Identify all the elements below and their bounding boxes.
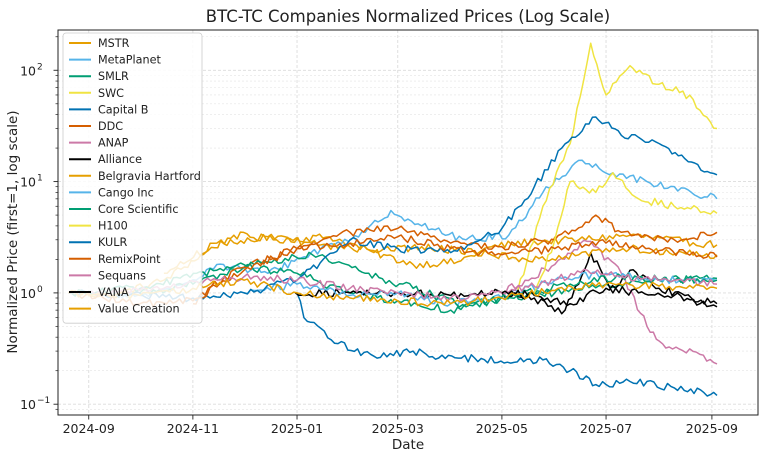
y-tick-exponent: 2 — [37, 62, 43, 72]
legend-label: Alliance — [98, 153, 142, 166]
series-line-smlr — [139, 263, 718, 314]
y-tick-exponent: 0 — [37, 285, 43, 295]
x-tick-label: 2025-09 — [686, 421, 738, 436]
legend-label: MSTR — [98, 37, 130, 50]
x-tick-label: 2025-05 — [476, 421, 528, 436]
legend: MSTR MetaPlanet SMLR SWC Capital B DDC ANAP All… — [62, 32, 203, 324]
legend-label: Capital B — [98, 103, 148, 116]
legend-label: Belgravia Hartford — [98, 170, 201, 183]
x-tick-label: 2025-07 — [580, 421, 632, 436]
y-tick-label: 10 — [20, 63, 36, 78]
x-tick-label: 2025-01 — [271, 421, 323, 436]
legend-box — [62, 32, 203, 324]
series-line-h100 — [533, 172, 718, 294]
legend-label: Value Creation — [98, 303, 180, 316]
legend-label: H100 — [98, 220, 128, 233]
chart-title: BTC-TC Companies Normalized Prices (Log … — [206, 7, 610, 26]
legend-label: Cango Inc — [98, 186, 154, 199]
legend-label: ANAP — [98, 137, 129, 150]
x-tick-label: 2024-09 — [63, 421, 115, 436]
legend-label: VANA — [98, 286, 129, 299]
legend-label: KULR — [98, 236, 127, 249]
y-tick-exponent: 1 — [37, 174, 43, 184]
series-line-anap — [501, 239, 718, 365]
legend-label: MetaPlanet — [98, 54, 161, 67]
legend-label: DDC — [98, 120, 123, 133]
y-axis-label: Normalized Price (first=1, log scale) — [5, 110, 21, 353]
legend-label: SMLR — [98, 70, 129, 83]
legend-label: Sequans — [98, 269, 146, 282]
y-tick-exponent: −1 — [37, 396, 50, 406]
series-line-swc — [516, 42, 718, 294]
legend-label: RemixPoint — [98, 253, 161, 266]
x-tick-label: 2025-03 — [372, 421, 424, 436]
x-axis-label: Date — [392, 437, 424, 453]
x-axis-ticks: 2024-09 2024-11 2025-01 2025-03 2025-05 2025-… — [63, 415, 738, 436]
x-tick-label: 2024-11 — [167, 421, 219, 436]
y-tick-label: 10 — [20, 286, 36, 301]
series-line-metaplanet — [120, 159, 718, 299]
y-tick-label: 10 — [20, 175, 36, 190]
legend-label: SWC — [98, 87, 124, 100]
legend-label: Core Scientific — [98, 203, 178, 216]
plot-frame — [57, 29, 759, 416]
series-line-capital-b — [296, 292, 718, 397]
y-tick-label: 10 — [20, 397, 36, 412]
